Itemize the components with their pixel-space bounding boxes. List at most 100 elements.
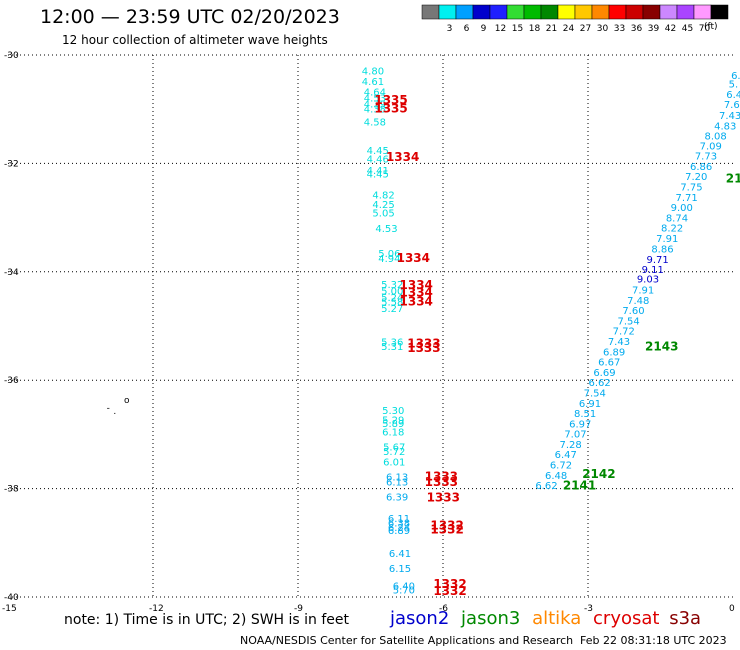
track-label: 1333 xyxy=(407,341,440,355)
footer-note: note: 1) Time is in UTC; 2) SWH is in fe… xyxy=(64,612,350,628)
colorbar-label: 24 xyxy=(563,24,575,34)
wave-height-label: 4.39 xyxy=(364,100,386,111)
wave-height-label: 7.91 xyxy=(656,234,678,245)
track-label: 1333 xyxy=(407,337,440,351)
colorbar-label: 12 xyxy=(495,24,506,34)
colorbar-swatch xyxy=(438,4,457,20)
wave-height-label: 7.43 xyxy=(719,111,740,122)
island-mark: - xyxy=(107,404,110,414)
island-mark: o xyxy=(124,396,130,406)
wave-height-label: 6.62 xyxy=(588,378,610,389)
wave-height-label: 5.67 xyxy=(383,443,405,454)
track-label: 1332 xyxy=(433,584,466,598)
wave-height-label: 5.89 xyxy=(382,419,404,430)
colorbar-swatch xyxy=(489,4,508,20)
chart-title: 12:00 — 23:59 UTC 02/20/2023 xyxy=(40,6,340,28)
wave-height-label: 5. xyxy=(729,80,739,91)
track-label: 2141 xyxy=(563,479,596,493)
legend-item-jason2: jason2 xyxy=(390,608,450,629)
wave-height-label: 4.83 xyxy=(714,121,736,132)
track-label: 1334 xyxy=(400,286,433,300)
track-label: 2143 xyxy=(645,339,678,353)
wave-height-label: 8.22 xyxy=(661,224,683,235)
wave-height-label: 4.53 xyxy=(375,224,397,235)
colorbar-swatch xyxy=(642,4,661,20)
wave-height-label: 7.07 xyxy=(564,430,586,441)
wave-height-label: 5.24 xyxy=(381,293,403,304)
chart-grid xyxy=(8,54,733,598)
wave-height-label: 5.27 xyxy=(381,304,403,315)
wave-height-label: 5.00 xyxy=(381,287,403,298)
colorbar-label: 3 xyxy=(447,24,453,34)
track-label: 1334 xyxy=(386,150,419,164)
track-label: 2143 xyxy=(726,171,740,185)
wave-height-label: 4.25 xyxy=(372,200,394,211)
x-tick-label: -12 xyxy=(149,604,164,614)
wave-height-label: 4.41 xyxy=(367,166,389,177)
wave-height-label: 6.13 xyxy=(386,472,408,483)
colorbar-label: 27 xyxy=(580,24,591,34)
wave-height-label: 4.53 xyxy=(364,94,386,105)
wave-height-label: 4.58 xyxy=(364,117,386,128)
colorbar-label: 42 xyxy=(665,24,676,34)
wave-height-label: 4.94 xyxy=(378,254,400,265)
wave-height-label: 6.97 xyxy=(569,419,591,430)
wave-height-label: 6.72 xyxy=(550,461,572,472)
colorbar-label: 21 xyxy=(546,24,557,34)
wave-height-label: 7.20 xyxy=(685,172,707,183)
colorbar-swatch xyxy=(540,4,559,20)
colorbar-label: 33 xyxy=(614,24,625,34)
colorbar-swatch xyxy=(506,4,525,20)
wave-height-label: 6.38 xyxy=(388,519,410,530)
track-label: 1333 xyxy=(425,469,458,483)
colorbar-swatch xyxy=(608,4,627,20)
wave-height-label: 7.48 xyxy=(627,296,649,307)
wave-height-label: 6.89 xyxy=(388,526,410,537)
wave-height-label: 6.89 xyxy=(603,347,625,358)
colorbar: 3 6 9 12 15 18 21 24 27 30 33 36 39 42 45 70 xyxy=(421,4,729,34)
wave-height-label: 4.46 xyxy=(367,154,389,165)
legend-item-altika: altika xyxy=(532,608,582,629)
satellite-legend: jason2 jason3 altika cryosat s3a xyxy=(390,608,701,629)
wave-height-label: 7.28 xyxy=(559,440,581,451)
track-label: 1335 xyxy=(374,93,407,107)
track-label: 1332 xyxy=(430,518,463,532)
wave-height-label: 4.80 xyxy=(362,67,384,78)
y-tick-label: -30 xyxy=(4,51,19,61)
x-tick-label: -3 xyxy=(584,604,593,614)
wave-height-label: 9.71 xyxy=(646,255,668,266)
colorbar-swatch xyxy=(659,4,678,20)
colorbar-label: 39 xyxy=(648,24,660,34)
wave-height-label: 6.86 xyxy=(690,162,712,173)
track-label: 1334 xyxy=(400,294,433,308)
wave-height-label: 7.72 xyxy=(613,327,635,338)
wave-height-label: 6.67 xyxy=(598,358,620,369)
wave-height-label: 9.11 xyxy=(642,265,664,276)
wave-height-label: 7.73 xyxy=(695,152,717,163)
legend-item-s3a: s3a xyxy=(669,608,702,629)
x-tick-label: -9 xyxy=(294,604,303,614)
wave-height-label: 5.06 xyxy=(378,249,400,260)
track-label: 1334 xyxy=(397,251,430,265)
wave-height-label: 5.70 xyxy=(393,586,415,597)
colorbar-swatch xyxy=(472,4,491,20)
wave-height-label: 6.47 xyxy=(555,450,577,461)
wave-height-label: 6.39 xyxy=(386,493,408,504)
wave-height-label: 7.71 xyxy=(675,193,697,204)
wave-height-label: 5.29 xyxy=(382,416,404,427)
legend-item-jason3: jason3 xyxy=(461,608,521,629)
y-tick-label: -34 xyxy=(4,268,19,278)
wave-height-label: 5.05 xyxy=(372,209,394,220)
wave-height-label: 6.41 xyxy=(389,549,411,560)
wave-height-label: 5.36 xyxy=(381,338,403,349)
y-tick-label: -40 xyxy=(4,593,19,603)
wave-height-label: 6.11 xyxy=(388,514,410,525)
wave-height-label: 7.43 xyxy=(608,337,630,348)
wave-height-label: 8.86 xyxy=(651,244,673,255)
wave-height-label: 4.45 xyxy=(367,146,389,157)
track-label: 1334 xyxy=(400,278,433,292)
track-label: 1332 xyxy=(430,523,463,537)
wave-height-label: 8.08 xyxy=(704,132,726,143)
wave-height-label: 6.91 xyxy=(579,399,601,410)
